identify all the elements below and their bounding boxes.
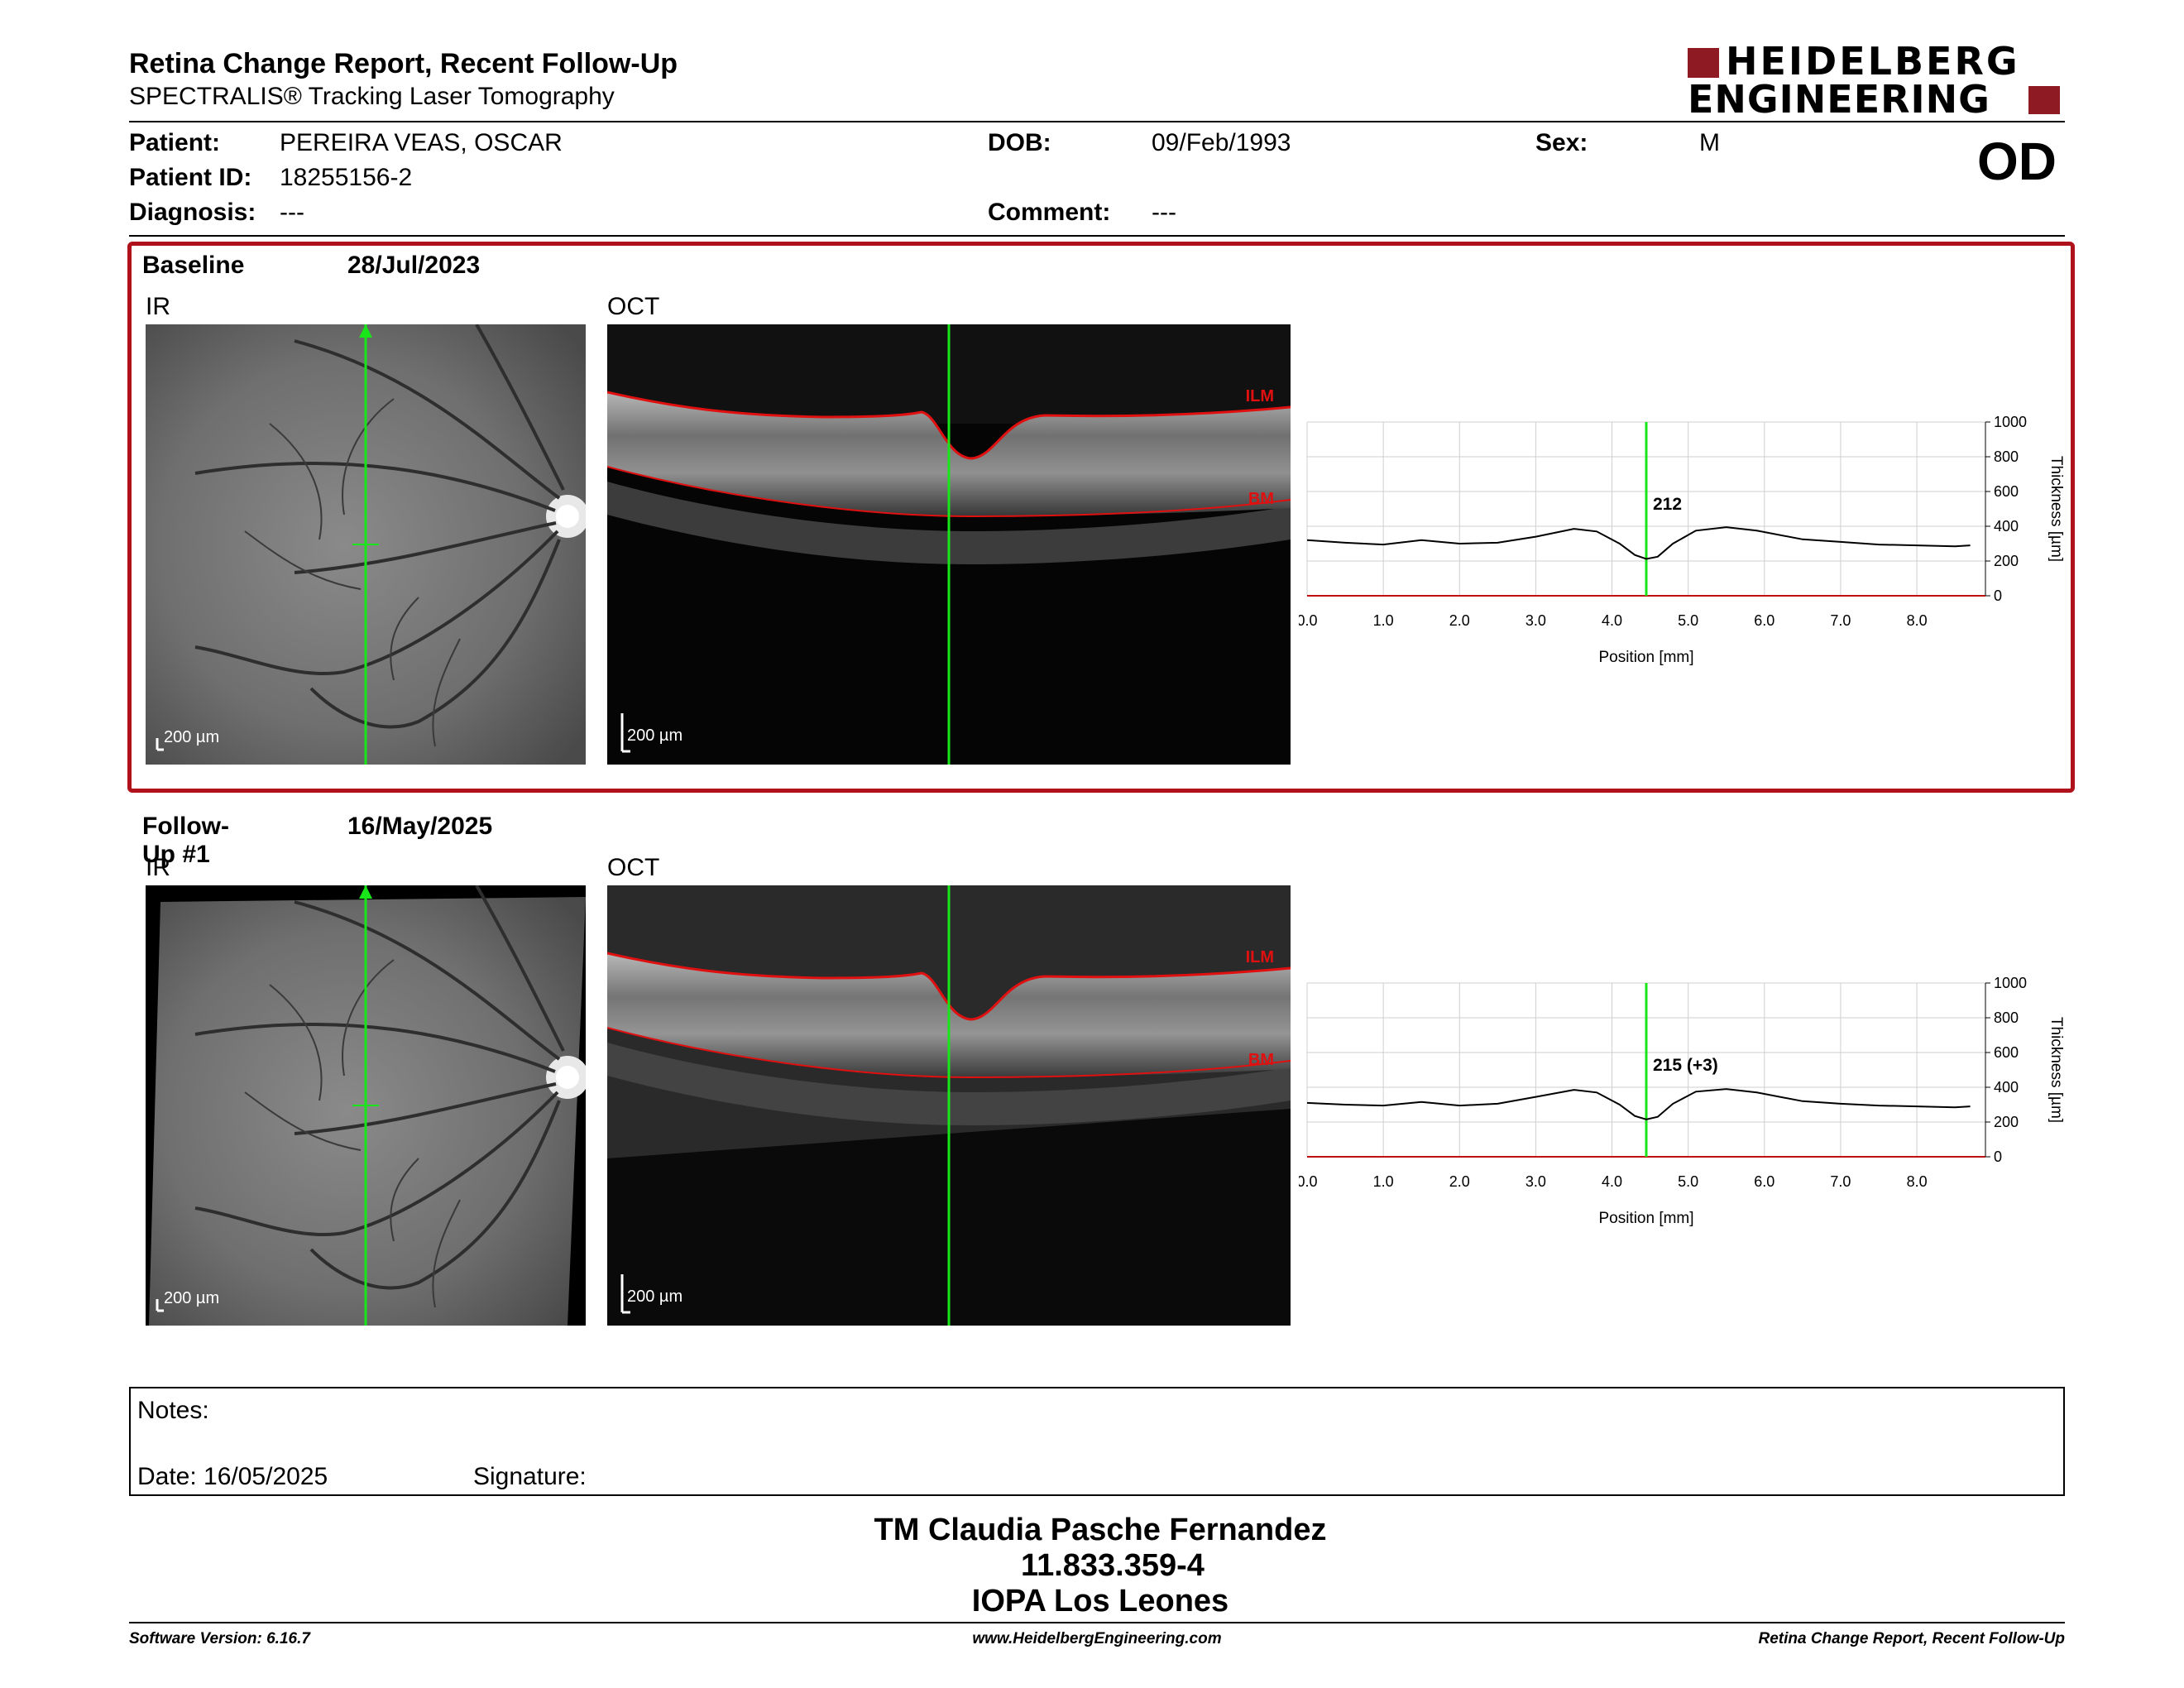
x-tick-label: 7.0: [1830, 612, 1851, 629]
thickness-series-line: [1306, 1088, 1971, 1120]
bm-label: BM: [1248, 1051, 1274, 1069]
logo-line1: HEIDELBERG: [1726, 39, 2020, 84]
patient-name: PEREIRA VEAS, OSCAR: [280, 129, 563, 156]
diagnosis-label: Diagnosis:: [129, 199, 256, 226]
x-tick-label: 4.0: [1602, 612, 1622, 629]
y-tick-label: 200: [1994, 1114, 2019, 1130]
x-tick-label: 0.0: [1299, 1173, 1318, 1190]
signature-label: Signature:: [473, 1463, 587, 1490]
footer-divider: [129, 1622, 2065, 1623]
dob-label: DOB:: [988, 129, 1051, 156]
y-tick-label: 800: [1994, 448, 2019, 465]
y-axis-label: Thickness [µm]: [2048, 1017, 2065, 1123]
thickness-chart: 0.0 1.0 2.0 3.0 4.0 5.0 6.0 7.0 8.0 0 200 400 600 800…: [1299, 414, 2065, 666]
patient-divider: [129, 235, 2065, 237]
oct-bscan-image[interactable]: ILM BM 200 µm: [607, 885, 1291, 1326]
bm-label: BM: [1248, 490, 1274, 508]
y-axis-label: Thickness [µm]: [2048, 456, 2065, 562]
y-tick-label: 400: [1994, 1079, 2019, 1096]
patient-id-label: Patient ID:: [129, 164, 252, 191]
oct-scale-label: 200 µm: [627, 1288, 683, 1306]
logo-square-icon: [1688, 48, 1719, 78]
exam-label: Baseline: [142, 252, 245, 279]
notes-label: Notes:: [137, 1397, 209, 1424]
ir-fundus-image[interactable]: 200 µm: [146, 885, 586, 1326]
logo-square-icon: [2028, 86, 2060, 114]
oct-bscan-image[interactable]: ILM BM 200 µm: [607, 324, 1291, 765]
marker-value-label: 212: [1653, 495, 1682, 514]
notes-date: Date: 16/05/2025: [137, 1463, 328, 1490]
signer-name: TM Claudia Pasche Fernandez: [874, 1513, 1327, 1547]
report-subtitle: SPECTRALIS® Tracking Laser Tomography: [129, 83, 615, 110]
dob-value: 09/Feb/1993: [1152, 129, 1291, 156]
y-tick-label: 600: [1994, 1044, 2019, 1061]
x-tick-label: 2.0: [1449, 612, 1470, 629]
oct-scale-label: 200 µm: [627, 727, 683, 745]
software-version: Software Version: 6.16.7: [129, 1630, 310, 1647]
x-tick-label: 6.0: [1754, 612, 1774, 629]
y-tick-label: 600: [1994, 483, 2019, 500]
website-link[interactable]: www.HeidelbergEngineering.com: [972, 1630, 1222, 1647]
x-axis-label: Position [mm]: [1598, 649, 1693, 666]
thickness-series-line: [1306, 526, 1971, 560]
patient-id: 18255156-2: [280, 164, 413, 191]
y-tick-label: 0: [1994, 587, 2002, 604]
ilm-label: ILM: [1245, 948, 1274, 966]
eye-indicator: OD: [1977, 132, 2057, 191]
y-tick-label: 200: [1994, 553, 2019, 569]
ir-scale-label: 200 µm: [164, 728, 220, 746]
sex-value: M: [1699, 129, 1720, 156]
exam-label: Follow-Up #1: [142, 813, 229, 868]
header-divider: [129, 121, 2065, 122]
report-title: Retina Change Report, Recent Follow-Up: [129, 48, 678, 79]
x-tick-label: 8.0: [1907, 612, 1928, 629]
x-tick-label: 5.0: [1678, 612, 1698, 629]
heidelberg-logo: HEIDELBERG ENGINEERING: [1688, 40, 2068, 121]
y-tick-label: 0: [1994, 1149, 2002, 1165]
x-tick-label: 3.0: [1525, 1173, 1546, 1190]
ilm-label: ILM: [1245, 387, 1274, 405]
x-tick-label: 5.0: [1678, 1173, 1698, 1190]
y-tick-label: 800: [1994, 1009, 2019, 1026]
sex-label: Sex:: [1535, 129, 1588, 156]
x-tick-label: 3.0: [1525, 612, 1546, 629]
exam-date: 28/Jul/2023: [347, 252, 481, 279]
marker-value-label: 215 (+3): [1653, 1056, 1718, 1075]
x-tick-label: 0.0: [1299, 612, 1318, 629]
x-tick-label: 8.0: [1907, 1173, 1928, 1190]
y-tick-label: 1000: [1994, 414, 2027, 430]
y-tick-label: 400: [1994, 518, 2019, 535]
x-tick-label: 6.0: [1754, 1173, 1774, 1190]
x-tick-label: 1.0: [1373, 612, 1394, 629]
baseline-highlight-box: [127, 242, 2075, 793]
ir-fundus-image[interactable]: 200 µm: [146, 324, 586, 765]
patient-label: Patient:: [129, 129, 221, 156]
x-tick-label: 4.0: [1602, 1173, 1622, 1190]
signer-institution: IOPA Los Leones: [971, 1584, 1229, 1618]
signature-block: TM Claudia Pasche Fernandez 11.833.359-4…: [0, 1513, 2184, 1619]
footer-report-name: Retina Change Report, Recent Follow-Up: [1758, 1630, 2065, 1647]
diagnosis-value: ---: [280, 199, 304, 226]
ir-scale-label: 200 µm: [164, 1289, 220, 1307]
x-tick-label: 7.0: [1830, 1173, 1851, 1190]
thickness-chart: 0.0 1.0 2.0 3.0 4.0 5.0 6.0 7.0 8.0 0 200 400 600 800…: [1299, 975, 2065, 1227]
x-tick-label: 2.0: [1449, 1173, 1470, 1190]
comment-value: ---: [1152, 199, 1176, 226]
exam-date: 16/May/2025: [347, 813, 493, 840]
signer-id: 11.833.359-4: [1021, 1548, 1205, 1583]
notes-box: Notes: Date: 16/05/2025 Signature:: [129, 1387, 2065, 1496]
logo-line2: ENGINEERING: [1688, 77, 1990, 122]
x-axis-label: Position [mm]: [1598, 1210, 1693, 1227]
x-tick-label: 1.0: [1373, 1173, 1394, 1190]
comment-label: Comment:: [988, 199, 1111, 226]
y-tick-label: 1000: [1994, 975, 2027, 991]
